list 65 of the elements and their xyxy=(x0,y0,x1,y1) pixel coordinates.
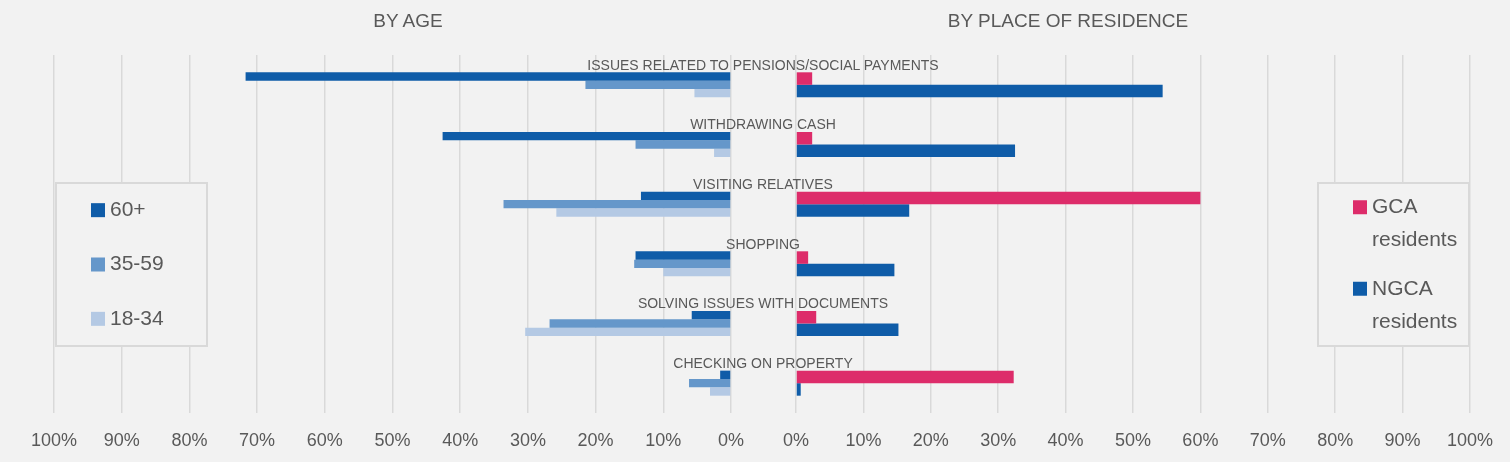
bar xyxy=(796,251,809,264)
y-tick-label: SOLVING ISSUES WITH DOCUMENTS xyxy=(637,295,889,312)
x-tick-label: 50% xyxy=(374,429,411,450)
x-tick-label: 10% xyxy=(645,429,682,450)
bar xyxy=(663,268,731,277)
bar xyxy=(710,387,731,396)
bar xyxy=(635,140,731,149)
bar xyxy=(796,310,817,324)
x-tick-label: 30% xyxy=(980,429,1017,450)
bar xyxy=(796,84,1163,98)
x-tick-label: 100% xyxy=(1446,429,1493,450)
x-tick-label: 70% xyxy=(239,429,276,450)
bar xyxy=(796,72,813,85)
x-tick-label: 50% xyxy=(1114,429,1152,450)
x-tick-label: 80% xyxy=(171,429,208,450)
bar xyxy=(714,148,731,158)
legend-label: 35-59 xyxy=(110,251,164,275)
x-tick-label: 40% xyxy=(1047,429,1084,450)
bar xyxy=(796,204,910,217)
x-tick-label: 0% xyxy=(717,429,745,450)
x-tick-label: 60% xyxy=(306,429,343,450)
bar xyxy=(796,263,895,277)
x-tick-label: 10% xyxy=(845,429,882,450)
x-tick-label: 20% xyxy=(912,429,949,450)
y-tick-label: WITHDRAWING CASH xyxy=(690,116,836,133)
bar xyxy=(720,370,731,379)
bar xyxy=(694,89,731,98)
bar xyxy=(689,378,731,388)
x-tick-label: 20% xyxy=(577,429,614,450)
legend-label: GCA residents xyxy=(1371,194,1458,251)
x-tick-label: 60% xyxy=(1182,429,1219,450)
bar xyxy=(796,131,813,145)
x-tick-label: 30% xyxy=(509,429,546,450)
y-tick-label: VISITING RELATIVES xyxy=(693,176,833,193)
bar xyxy=(796,323,899,337)
bar xyxy=(796,191,1201,205)
legend-label: NGCA residents xyxy=(1371,275,1458,332)
bar xyxy=(691,310,731,320)
bar xyxy=(549,319,731,328)
x-tick-label: 90% xyxy=(103,429,140,450)
x-tick-label: 70% xyxy=(1249,429,1286,450)
x-tick-label: 40% xyxy=(442,429,479,450)
bar xyxy=(525,327,731,337)
y-tick-label: SHOPPING xyxy=(726,235,800,252)
bar xyxy=(635,251,731,260)
chart-title: BY PLACE OF RESIDENCE xyxy=(947,10,1189,32)
legend-label: 60+ xyxy=(110,196,146,220)
bar xyxy=(634,259,731,269)
legend-label: 18-34 xyxy=(110,305,165,329)
bar xyxy=(640,191,731,200)
bar xyxy=(245,72,731,81)
bar xyxy=(442,131,731,141)
bar xyxy=(796,383,801,396)
bar xyxy=(503,199,731,209)
x-tick-label: 80% xyxy=(1317,429,1354,450)
y-tick-label: ISSUES RELATED TO PENSIONS/SOCIAL PAYMENTS xyxy=(587,56,939,73)
y-tick-label: CHECKING ON PROPERTY xyxy=(673,355,854,372)
x-tick-label: 100% xyxy=(30,429,78,450)
chart-title: BY AGE xyxy=(373,10,443,32)
x-tick-label: 0% xyxy=(782,429,810,450)
x-tick-label: 90% xyxy=(1384,429,1421,450)
bar xyxy=(796,144,1016,158)
bar xyxy=(585,80,731,90)
bar xyxy=(796,370,1014,384)
bar xyxy=(556,208,731,217)
